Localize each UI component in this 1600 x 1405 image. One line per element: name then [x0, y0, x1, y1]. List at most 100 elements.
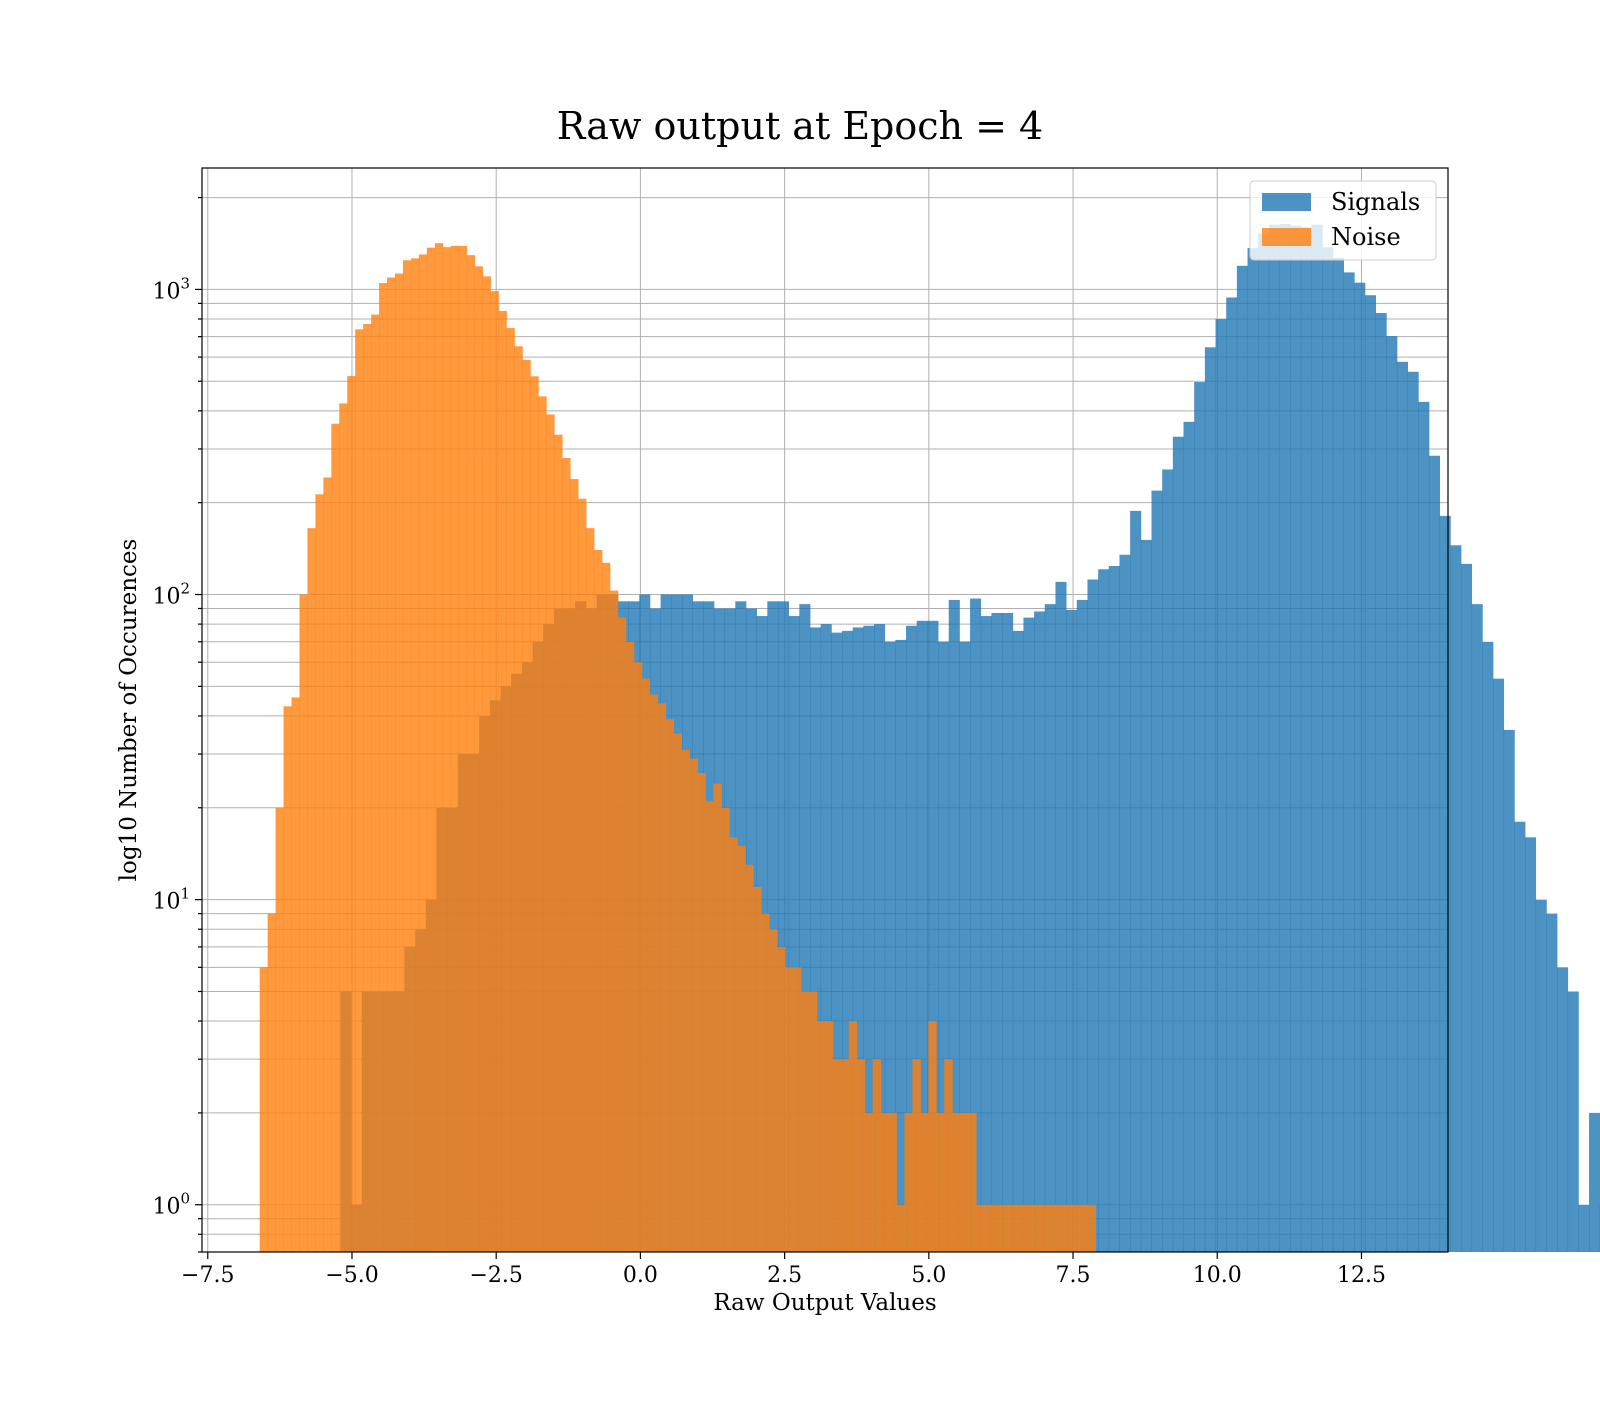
bar-noise: [562, 458, 570, 1252]
bar-noise: [1048, 1205, 1056, 1252]
bar-signals: [1205, 347, 1216, 1252]
bar-noise: [427, 248, 435, 1252]
bar-noise: [514, 346, 522, 1252]
bar-signals: [1055, 582, 1066, 1252]
bar-noise: [435, 243, 443, 1252]
bar-noise: [323, 477, 331, 1252]
bar-noise: [865, 1113, 873, 1252]
bar-noise: [419, 254, 427, 1252]
bar-noise: [578, 499, 586, 1252]
bar-signals: [1162, 469, 1173, 1252]
x-tick-label: −5.0: [325, 1263, 378, 1288]
bar-signals: [1376, 313, 1387, 1252]
bar-noise: [1064, 1205, 1072, 1252]
bar-signals: [1119, 555, 1130, 1252]
bar-noise: [889, 1113, 897, 1252]
bar-noise: [650, 695, 658, 1252]
bar-noise: [371, 315, 379, 1252]
x-axis-label: Raw Output Values: [713, 1290, 936, 1316]
bar-signals: [1482, 642, 1493, 1252]
bar-signals: [1525, 837, 1536, 1252]
bar-noise: [928, 1021, 936, 1252]
bar-noise: [506, 328, 514, 1252]
bar-signals: [1418, 402, 1429, 1252]
bar-noise: [538, 396, 546, 1252]
bar-signals: [981, 616, 992, 1252]
bar-signals: [1151, 491, 1162, 1252]
bar-noise: [299, 595, 307, 1252]
bar-noise: [292, 697, 300, 1252]
bar-noise: [833, 1059, 841, 1252]
bar-noise: [1072, 1205, 1080, 1252]
bar-signals: [1440, 516, 1451, 1252]
bar-noise: [745, 865, 753, 1252]
bar-signals: [1578, 1205, 1589, 1252]
bar-noise: [713, 784, 721, 1252]
bar-noise: [992, 1205, 1000, 1252]
bar-signals: [1344, 272, 1355, 1252]
bar-signals: [1557, 967, 1568, 1252]
bar-signals: [1045, 604, 1056, 1252]
x-tick-label: 0.0: [623, 1263, 658, 1288]
bar-signals: [1258, 233, 1269, 1252]
bar-noise: [260, 967, 268, 1252]
bar-signals: [1568, 991, 1579, 1252]
bar-signals: [1173, 437, 1184, 1252]
bar-noise: [284, 706, 292, 1252]
bar-signals: [1194, 382, 1205, 1252]
bar-noise: [737, 846, 745, 1252]
bar-signals: [1514, 822, 1525, 1252]
bar-signals: [1290, 226, 1301, 1252]
bar-noise: [809, 991, 817, 1252]
bar-noise: [1080, 1205, 1088, 1252]
bar-noise: [1000, 1205, 1008, 1252]
bar-noise: [960, 1113, 968, 1252]
bar-noise: [793, 967, 801, 1252]
bar-noise: [920, 1113, 928, 1252]
bar-signals: [1546, 914, 1557, 1252]
bar-noise: [530, 376, 538, 1252]
bar-signals: [1322, 247, 1333, 1252]
bar-signals: [1269, 225, 1280, 1252]
bar-signals: [1365, 295, 1376, 1252]
bar-noise: [451, 246, 459, 1252]
bar-signals: [1280, 224, 1291, 1252]
bar-noise: [610, 591, 618, 1252]
bar-noise: [443, 247, 451, 1252]
bar-noise: [1056, 1205, 1064, 1252]
bar-noise: [897, 1205, 905, 1252]
bar-noise: [690, 759, 698, 1252]
bar-noise: [602, 563, 610, 1252]
bar-noise: [841, 1059, 849, 1252]
bar-noise: [1088, 1205, 1096, 1252]
bar-signals: [1397, 362, 1408, 1252]
bar-signals: [1386, 336, 1397, 1252]
x-tick-label: 12.5: [1337, 1263, 1386, 1288]
bar-signals: [1077, 600, 1088, 1252]
bar-noise: [546, 415, 554, 1252]
bar-noise: [976, 1205, 984, 1252]
bar-noise: [618, 618, 626, 1252]
bar-noise: [825, 1021, 833, 1252]
legend-swatch-signals: [1262, 193, 1311, 211]
bar-signals: [991, 613, 1002, 1252]
bar-noise: [1032, 1205, 1040, 1252]
bar-noise: [570, 479, 578, 1252]
bar-signals: [1013, 631, 1024, 1252]
bar-noise: [721, 808, 729, 1252]
legend-label-noise: Noise: [1331, 223, 1401, 251]
bar-signals: [1333, 258, 1344, 1252]
bar-noise: [674, 734, 682, 1252]
bar-signals: [1023, 618, 1034, 1252]
bar-noise: [554, 435, 562, 1252]
x-tick-label: 2.5: [767, 1263, 802, 1288]
bar-noise: [753, 887, 761, 1252]
bar-signals: [1066, 610, 1077, 1252]
legend: Signals Noise: [1250, 181, 1436, 260]
bar-signals: [1312, 225, 1323, 1252]
bar-noise: [666, 719, 674, 1252]
bar-signals: [1237, 266, 1248, 1252]
bar-noise: [1008, 1205, 1016, 1252]
